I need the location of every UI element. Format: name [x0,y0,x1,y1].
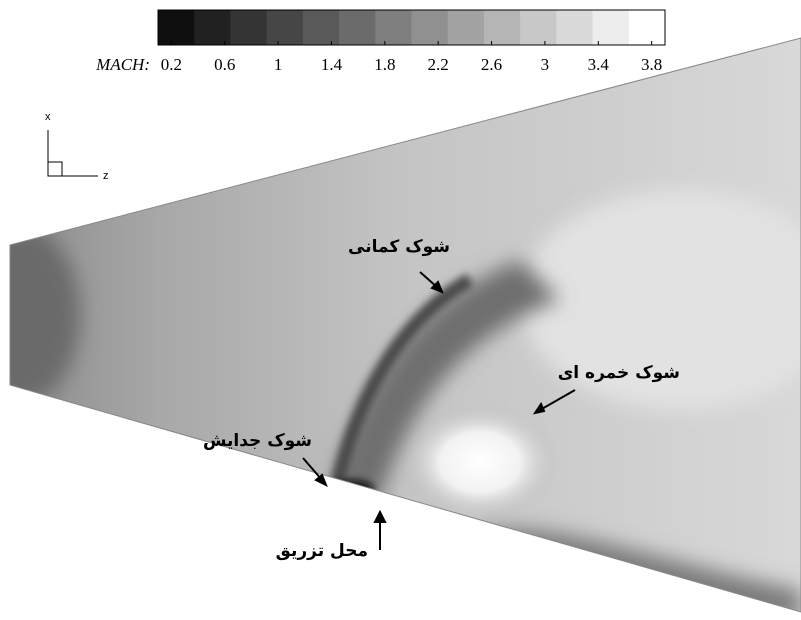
colorbar-tick-label: 3.4 [588,55,610,74]
annotations [302,271,576,550]
colorbar-band [483,10,521,45]
colorbar-frame [157,9,666,46]
colorbar-band [556,10,594,45]
colorbar-tick-label: 0.6 [214,55,235,74]
colorbar-band [411,10,449,45]
annotation: شوک خمره ای [558,363,680,383]
colorbar-tick-label: 1 [274,55,283,74]
annotation: شوک کمانی [348,237,450,257]
colorbar-tick-label: 2.6 [481,55,502,74]
colorbar-tick-label: 2.2 [428,55,449,74]
colorbar-band [339,10,376,45]
colorbar-band [158,10,195,45]
colorbar-tick-label: 1.4 [321,55,343,74]
axis-label: z [103,170,109,182]
colorbar-tick-label: 0.2 [161,55,182,74]
colorbar-label: MACH: [95,55,150,74]
domain-outline [9,37,801,613]
annotation: شوک جدایش [203,431,312,451]
colorbar-band [592,10,630,45]
colorbar-band [302,10,340,45]
colorbar-tick-label: 3 [541,55,550,74]
colorbar-band [194,10,231,45]
colorbar-band [266,10,304,45]
colorbar-band [628,10,666,45]
colorbar: MACH: 0.2 0.6 1 1.4 1.8 2.2 2.6 3 3.4 3.8 [95,9,666,74]
axis-label: x [45,111,51,123]
colorbar-band [230,10,268,45]
colorbar-band [375,10,412,45]
axis-triad: x z [45,111,109,182]
annotation: محل تزریق [276,541,368,561]
colorbar-band [447,10,485,45]
colorbar-tick-label: 1.8 [374,55,395,74]
colorbar-band [520,10,557,45]
colorbar-tick-label: 3.8 [641,55,662,74]
